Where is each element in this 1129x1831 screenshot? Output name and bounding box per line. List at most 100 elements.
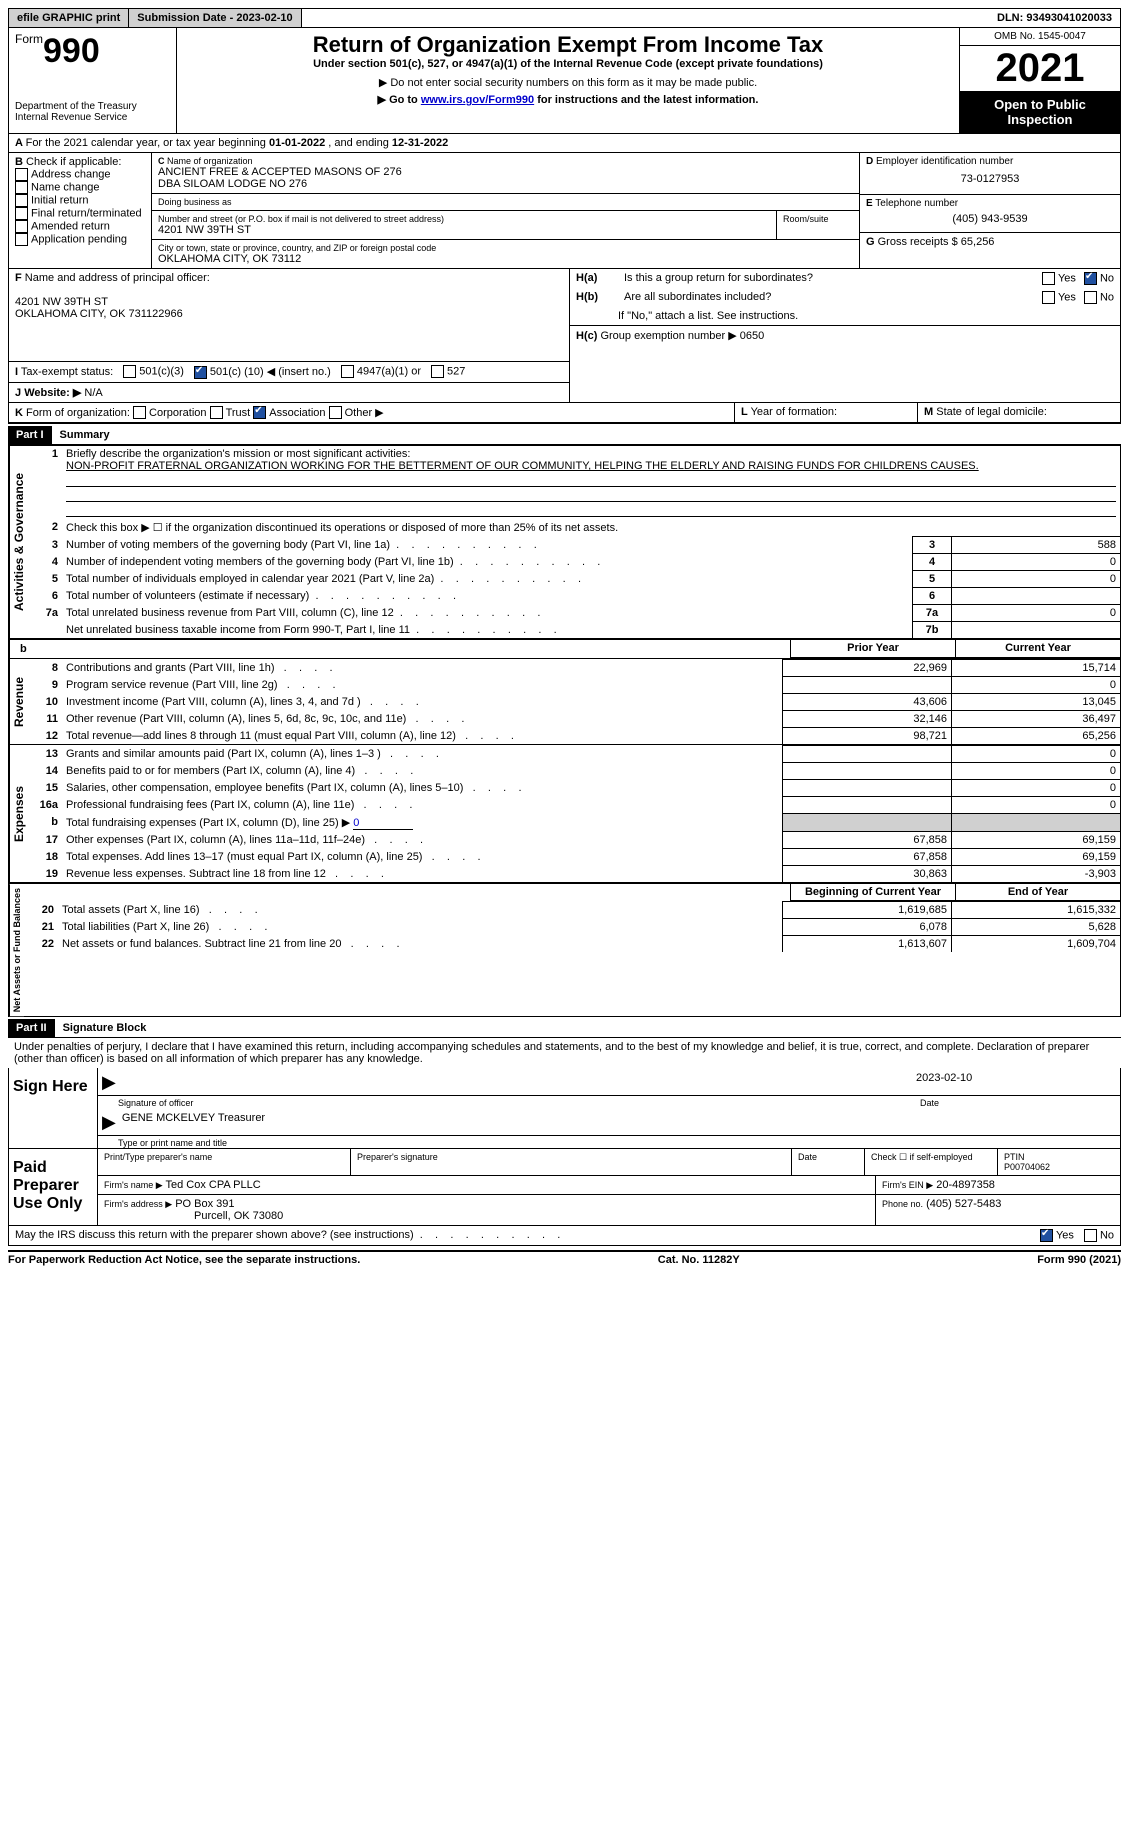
form-word: Form — [15, 32, 43, 46]
mission-text: NON-PROFIT FRATERNAL ORGANIZATION WORKIN… — [66, 460, 979, 472]
ha-yes[interactable]: Yes — [1042, 272, 1076, 285]
dln: DLN: 93493041020033 — [989, 9, 1120, 27]
chk-amended[interactable]: Amended return — [15, 220, 145, 233]
chk-501c[interactable]: 501(c) (10) ◀ (insert no.) — [194, 365, 331, 379]
hb-yes[interactable]: Yes — [1042, 291, 1076, 304]
m-state: M State of legal domicile: — [918, 403, 1120, 423]
gov-row: 6Total number of volunteers (estimate if… — [28, 588, 1120, 605]
paid-prep-label: Paid Preparer Use Only — [9, 1149, 98, 1225]
top-bar: efile GRAPHIC print Submission Date - 20… — [8, 8, 1121, 28]
hb-no[interactable]: No — [1084, 291, 1114, 304]
line-row: 18Total expenses. Add lines 13–17 (must … — [28, 849, 1120, 866]
end-year-header: End of Year — [955, 884, 1120, 901]
line-row: 14Benefits paid to or for members (Part … — [28, 763, 1120, 780]
hc: H(c) Group exemption number ▶ 0650 — [570, 325, 1120, 345]
discuss-no[interactable]: No — [1084, 1229, 1114, 1242]
chk-pending[interactable]: Application pending — [15, 233, 145, 246]
city-state-zip: OKLAHOMA CITY, OK 73112 — [158, 253, 853, 265]
chk-assoc[interactable]: Association — [253, 407, 325, 419]
expenses-section: Expenses 13Grants and similar amounts pa… — [8, 745, 1121, 883]
netassets-label: Net Assets or Fund Balances — [9, 884, 24, 1016]
hb-label: Are all subordinates included? — [624, 291, 1034, 304]
cat-no: Cat. No. 11282Y — [658, 1254, 740, 1266]
paid-preparer-block: Paid Preparer Use Only Print/Type prepar… — [8, 1149, 1121, 1226]
line-row: 22Net assets or fund balances. Subtract … — [24, 936, 1120, 953]
sign-here-block: Sign Here ▶ 2023-02-10 Signature of offi… — [8, 1068, 1121, 1149]
chk-corp[interactable]: Corporation — [133, 407, 206, 419]
ptin: PTINP00704062 — [998, 1149, 1120, 1175]
line-row: 21Total liabilities (Part X, line 26) 6,… — [24, 919, 1120, 936]
line-a: A For the 2021 calendar year, or tax yea… — [8, 134, 1121, 153]
street-address: 4201 NW 39TH ST — [158, 224, 770, 236]
efile-label[interactable]: efile GRAPHIC print — [9, 9, 129, 27]
part2-header: Part IISignature Block — [8, 1019, 1121, 1037]
line-row: 8Contributions and grants (Part VIII, li… — [28, 660, 1120, 677]
begin-year-header: Beginning of Current Year — [790, 884, 955, 901]
chk-501c3[interactable]: 501(c)(3) — [123, 365, 184, 378]
gov-row: 4Number of independent voting members of… — [28, 554, 1120, 571]
sig-date: 2023-02-10 — [916, 1072, 1116, 1093]
form-ref: Form 990 (2021) — [1037, 1254, 1121, 1266]
irs-label: Internal Revenue Service — [15, 112, 170, 123]
form-number: 990 — [43, 32, 100, 70]
d-label: D Employer identification number — [866, 156, 1114, 167]
dba-label: Doing business as — [152, 194, 859, 211]
officer-addr1: 4201 NW 39TH ST — [15, 296, 563, 308]
sig-arrow-icon: ▶ — [102, 1072, 122, 1093]
line-row: 9Program service revenue (Part VIII, lin… — [28, 677, 1120, 694]
klm-row: K Form of organization: Corporation Trus… — [8, 403, 1121, 425]
main-title: Return of Organization Exempt From Incom… — [183, 32, 953, 58]
addr-label: Number and street (or P.O. box if mail i… — [158, 214, 770, 224]
open-public: Open to Public Inspection — [960, 91, 1120, 133]
org-dba: DBA SILOAM LODGE NO 276 — [158, 178, 853, 190]
chk-527[interactable]: 527 — [431, 365, 465, 378]
chk-name[interactable]: Name change — [15, 181, 145, 194]
sig-officer-label: Signature of officer — [118, 1098, 920, 1108]
note-ssn: Do not enter social security numbers on … — [183, 76, 953, 89]
form-header: Form990 Department of the Treasury Inter… — [8, 28, 1121, 134]
gov-row: 5Total number of individuals employed in… — [28, 571, 1120, 588]
chk-address[interactable]: Address change — [15, 168, 145, 181]
line-row: 13Grants and similar amounts paid (Part … — [28, 746, 1120, 763]
sig-arrow-icon-2: ▶ — [102, 1112, 122, 1133]
line-row: bTotal fundraising expenses (Part IX, co… — [28, 814, 1120, 832]
dept-treasury: Department of the Treasury — [15, 101, 170, 112]
footer: For Paperwork Reduction Act Notice, see … — [8, 1250, 1121, 1266]
subtitle: Under section 501(c), 527, or 4947(a)(1)… — [183, 58, 953, 70]
prep-name-label: Print/Type preparer's name — [98, 1149, 351, 1175]
governance-section: Activities & Governance 1 Briefly descri… — [8, 444, 1121, 639]
pra-notice: For Paperwork Reduction Act Notice, see … — [8, 1254, 360, 1266]
ha-no[interactable]: No — [1084, 272, 1114, 285]
irs-link[interactable]: www.irs.gov/Form990 — [421, 94, 534, 106]
date-label: Date — [920, 1098, 1120, 1108]
chk-initial[interactable]: Initial return — [15, 194, 145, 207]
l-year: L Year of formation: — [735, 403, 918, 423]
firm-phone: Phone no. (405) 527-5483 — [876, 1195, 1120, 1225]
firm-ein: Firm's EIN ▶ 20-4897358 — [876, 1176, 1120, 1194]
org-name: ANCIENT FREE & ACCEPTED MASONS OF 276 — [158, 166, 853, 178]
discuss-yes[interactable]: Yes — [1040, 1229, 1074, 1242]
chk-final[interactable]: Final return/terminated — [15, 207, 145, 220]
chk-trust[interactable]: Trust — [210, 407, 251, 419]
gov-row: 3Number of voting members of the governi… — [28, 537, 1120, 554]
officer-name: GENE MCKELVEY Treasurer — [122, 1112, 265, 1133]
jurat: Under penalties of perjury, I declare th… — [8, 1037, 1121, 1068]
revenue-section: Revenue 8Contributions and grants (Part … — [8, 659, 1121, 745]
chk-other[interactable]: Other ▶ — [329, 407, 384, 419]
tax-year: 2021 — [960, 46, 1120, 91]
b-label: B Check if applicable: — [15, 156, 145, 168]
chk-4947[interactable]: 4947(a)(1) or — [341, 365, 421, 378]
gov-row: 7aTotal unrelated business revenue from … — [28, 605, 1120, 622]
firm-address: Firm's address ▶ PO Box 391 Purcell, OK … — [98, 1195, 876, 1225]
firm-name: Firm's name ▶ Ted Cox CPA PLLC — [98, 1176, 876, 1194]
gross-receipts: G Gross receipts $ 65,256 — [860, 233, 1120, 251]
phone: (405) 943-9539 — [866, 209, 1114, 229]
line-row: 15Salaries, other compensation, employee… — [28, 780, 1120, 797]
line-row: 16aProfessional fundraising fees (Part I… — [28, 797, 1120, 814]
netassets-header-row: Net Assets or Fund Balances Beginning of… — [8, 883, 1121, 1017]
e-label: E Telephone number — [866, 198, 1114, 209]
officer-addr2: OKLAHOMA CITY, OK 731122966 — [15, 308, 563, 320]
self-employed[interactable]: Check ☐ if self-employed — [865, 1149, 998, 1175]
prep-date-label: Date — [792, 1149, 865, 1175]
omb-number: OMB No. 1545-0047 — [960, 28, 1120, 46]
